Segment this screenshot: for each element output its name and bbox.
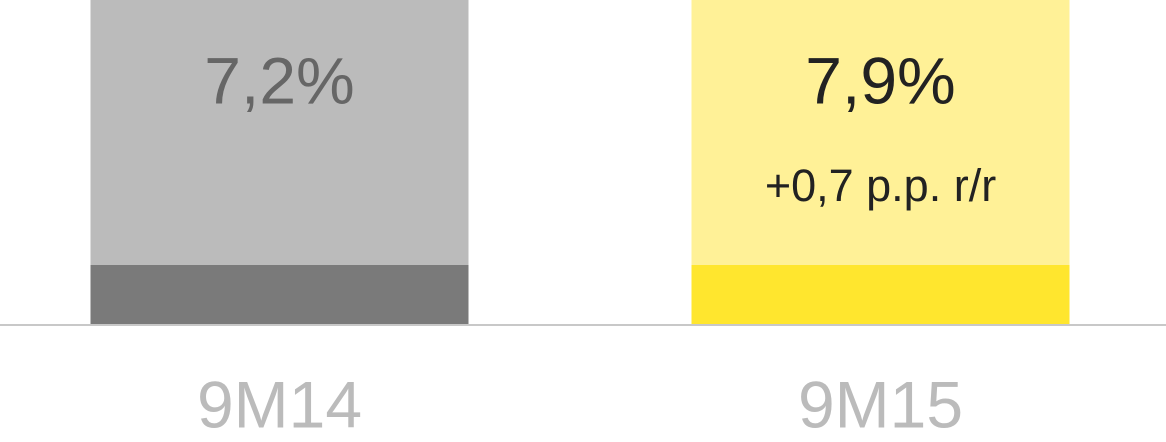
value-label: 7,2%	[204, 43, 354, 117]
bar-base	[691, 265, 1070, 324]
x-tick-label: 9M15	[798, 367, 963, 441]
bar-base	[90, 265, 469, 324]
annotation: +0,7 p.p. r/r	[765, 160, 996, 211]
x-tick-label: 9M14	[197, 367, 362, 441]
value-label: 7,9%	[805, 43, 955, 117]
